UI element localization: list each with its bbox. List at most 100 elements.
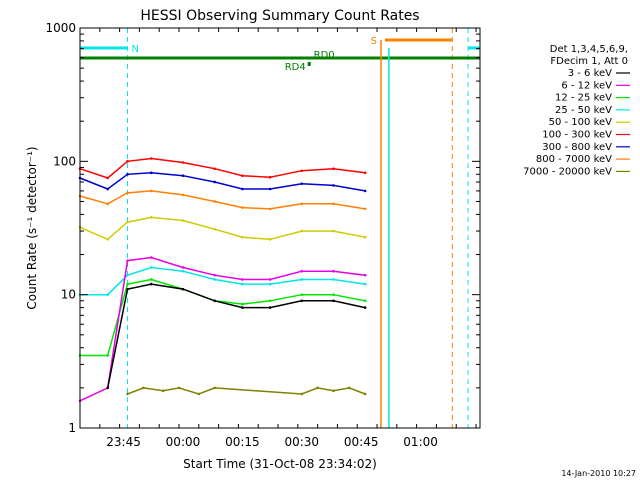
data-point — [149, 256, 153, 259]
legend-label: 300 - 800 keV — [542, 142, 612, 153]
data-point — [332, 167, 335, 171]
annotation-n: N — [131, 44, 138, 55]
data-point — [300, 202, 304, 206]
data-point — [332, 269, 335, 273]
legend-label: 12 - 25 keV — [555, 93, 612, 104]
chart-title: HESSI Observing Summary Count Rates — [140, 8, 419, 24]
data-point — [126, 282, 129, 286]
plot-area — [78, 157, 367, 403]
legend-label: 7000 - 20000 keV — [523, 166, 612, 177]
series-line — [79, 216, 366, 241]
data-point — [300, 169, 304, 173]
data-point — [300, 392, 304, 396]
data-point — [332, 184, 335, 187]
data-point — [126, 259, 129, 262]
data-point — [300, 269, 304, 273]
data-point — [213, 180, 216, 184]
data-point — [363, 171, 367, 175]
data-point — [106, 238, 110, 241]
data-point — [126, 273, 129, 277]
data-point — [213, 278, 216, 281]
data-point — [181, 266, 185, 269]
y-axis-label: Count Rate (s⁻¹ detector⁻¹) — [25, 146, 39, 309]
data-point — [316, 386, 319, 390]
data-point — [241, 206, 244, 209]
x-axis-label: Start Time (31-Oct-08 23:34:02) — [183, 457, 377, 471]
data-point — [106, 176, 110, 180]
legend-label: 800 - 7000 keV — [536, 154, 612, 165]
data-point — [106, 386, 110, 390]
data-point — [181, 174, 185, 178]
data-point — [363, 282, 367, 286]
data-point — [213, 273, 216, 277]
data-point — [268, 306, 272, 309]
data-point — [126, 191, 129, 195]
data-point — [241, 235, 244, 239]
data-point — [300, 293, 304, 296]
data-point — [363, 299, 367, 303]
data-point — [213, 299, 216, 303]
data-point — [126, 287, 129, 291]
data-point — [363, 392, 367, 396]
data-point — [149, 266, 153, 269]
data-point — [149, 157, 153, 160]
data-point — [149, 216, 153, 219]
data-point — [161, 389, 165, 393]
data-point — [149, 171, 153, 175]
x-tick-label: 00:45 — [344, 435, 379, 449]
data-point — [300, 299, 304, 303]
data-point — [213, 167, 216, 171]
legend-label: 100 - 300 keV — [542, 130, 612, 141]
data-point — [106, 202, 110, 206]
data-point — [126, 220, 129, 224]
data-point — [241, 302, 244, 306]
data-point — [268, 207, 272, 211]
footer-date: 14-Jan-2010 10:27 — [561, 469, 636, 478]
annotation-rd0: RD0 — [314, 50, 335, 61]
event-markers: N S RD0 RD4 — [80, 28, 480, 428]
data-point — [177, 386, 181, 390]
data-point — [332, 299, 335, 303]
data-point — [332, 229, 335, 233]
x-tick-label: 01:00 — [403, 435, 438, 449]
legend-header: FDecim 1, Att 0 — [550, 56, 628, 67]
series-line — [79, 172, 366, 192]
data-point — [241, 187, 244, 191]
data-point — [268, 282, 272, 286]
data-point — [268, 187, 272, 191]
data-point — [332, 389, 335, 393]
data-point — [300, 182, 304, 185]
data-point — [213, 386, 216, 390]
x-tick-label: 23:45 — [106, 435, 141, 449]
axes: 1 10 100 1000 23:45 00:00 00:15 00:30 00:45 01:00 — [45, 21, 480, 449]
data-point — [213, 200, 216, 203]
legend-header: Det 1,3,4,5,6,9, — [550, 44, 628, 55]
x-tick-label: 00:00 — [166, 435, 201, 449]
y-tick-label: 1 — [68, 421, 76, 435]
data-point — [268, 278, 272, 281]
series-line — [106, 283, 366, 389]
series-line — [79, 157, 366, 179]
data-point — [149, 278, 153, 281]
data-point — [363, 235, 367, 239]
plot-frame — [79, 27, 481, 429]
legend-label: 3 - 6 keV — [568, 68, 612, 79]
data-point — [332, 293, 335, 296]
data-point — [106, 293, 110, 296]
data-point — [363, 189, 367, 193]
data-point — [300, 229, 304, 233]
data-point — [197, 392, 201, 396]
data-point — [332, 202, 335, 206]
data-point — [332, 278, 335, 281]
data-point — [241, 282, 244, 286]
legend-label: 50 - 100 keV — [549, 117, 613, 128]
data-point — [149, 189, 153, 193]
data-point — [268, 238, 272, 241]
data-point — [181, 269, 185, 273]
rd4-marker — [307, 62, 311, 66]
y-tick-label: 1000 — [45, 21, 76, 35]
data-point — [241, 278, 244, 281]
data-point — [106, 187, 110, 191]
data-point — [363, 207, 367, 211]
data-point — [181, 193, 185, 197]
